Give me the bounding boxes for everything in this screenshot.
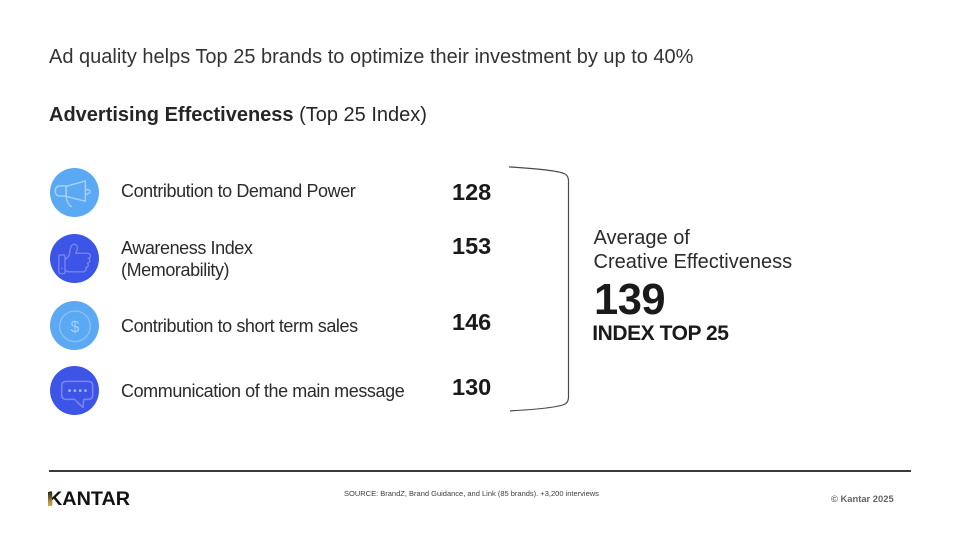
svg-text:$: $: [70, 319, 79, 336]
